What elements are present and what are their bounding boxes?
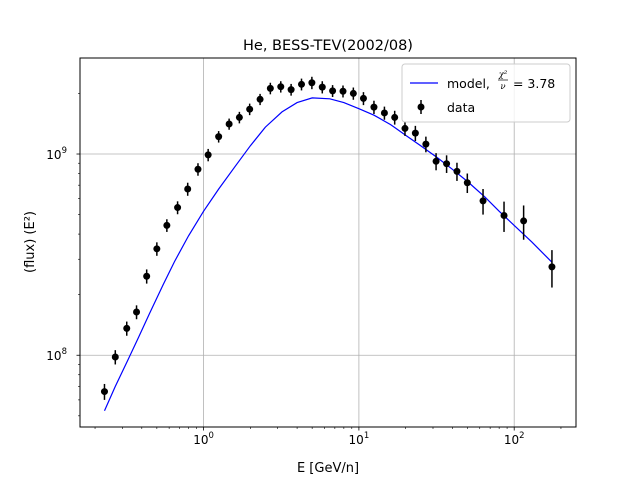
data-point xyxy=(349,89,357,97)
data-point xyxy=(318,83,326,91)
legend-model-label: model, xyxy=(447,76,490,91)
legend-model-suffix: = 3.78 xyxy=(509,76,555,91)
data-point xyxy=(194,165,202,173)
data-point xyxy=(256,95,264,103)
data-point xyxy=(391,113,399,121)
data-point xyxy=(520,217,528,225)
data-point xyxy=(298,80,306,88)
data-point xyxy=(246,105,254,113)
data-point xyxy=(266,84,274,92)
data-point xyxy=(153,245,161,253)
legend-data-marker xyxy=(417,103,425,111)
data-point xyxy=(359,94,367,102)
data-point xyxy=(163,221,171,229)
legend-model-frac-den: ν xyxy=(500,82,505,92)
data-point xyxy=(215,133,223,141)
chart-title: He, BESS-TEV(2002/08) xyxy=(243,38,413,54)
data-point xyxy=(443,160,451,168)
data-point xyxy=(463,179,471,187)
data-point xyxy=(411,129,419,137)
data-point xyxy=(111,353,119,361)
data-point xyxy=(225,120,233,128)
data-point xyxy=(479,197,487,205)
data-point xyxy=(329,87,337,95)
data-point xyxy=(277,83,285,91)
data-layer xyxy=(100,76,556,400)
ticks: 100 101 102 108 109 xyxy=(46,93,562,447)
legend-data-label: data xyxy=(447,100,475,115)
data-point xyxy=(235,113,243,121)
data-point xyxy=(174,204,182,212)
legend-model-prefix: model, xyxy=(447,76,490,91)
data-point xyxy=(370,103,378,111)
legend-model-frac-num: χ² xyxy=(498,70,508,80)
data-point xyxy=(401,124,409,132)
data-point xyxy=(143,272,151,280)
plot-frame xyxy=(79,57,577,428)
data-point xyxy=(380,109,388,117)
data-point xyxy=(548,263,556,271)
y-tick-label: 109 xyxy=(46,146,67,162)
legend: model, χ² ν = 3.78 data xyxy=(401,63,571,123)
data-point xyxy=(287,86,295,94)
x-tick-label: 102 xyxy=(504,431,525,447)
data-point xyxy=(422,140,430,148)
y-tick-label: 108 xyxy=(46,347,67,363)
data-point xyxy=(453,167,461,175)
data-point xyxy=(184,185,192,193)
x-axis-label: E [GeV/n] xyxy=(297,461,359,476)
data-point xyxy=(308,79,316,87)
data-point xyxy=(204,151,212,159)
data-point xyxy=(339,87,347,95)
data-point xyxy=(123,324,131,332)
data-point xyxy=(133,308,141,316)
data-point xyxy=(100,388,108,396)
data-point xyxy=(432,157,440,165)
y-axis-label: (flux) (E²) xyxy=(23,211,38,273)
legend-box xyxy=(401,63,571,123)
x-tick-label: 101 xyxy=(349,431,370,447)
data-point xyxy=(500,211,508,219)
x-tick-label: 100 xyxy=(193,431,214,447)
